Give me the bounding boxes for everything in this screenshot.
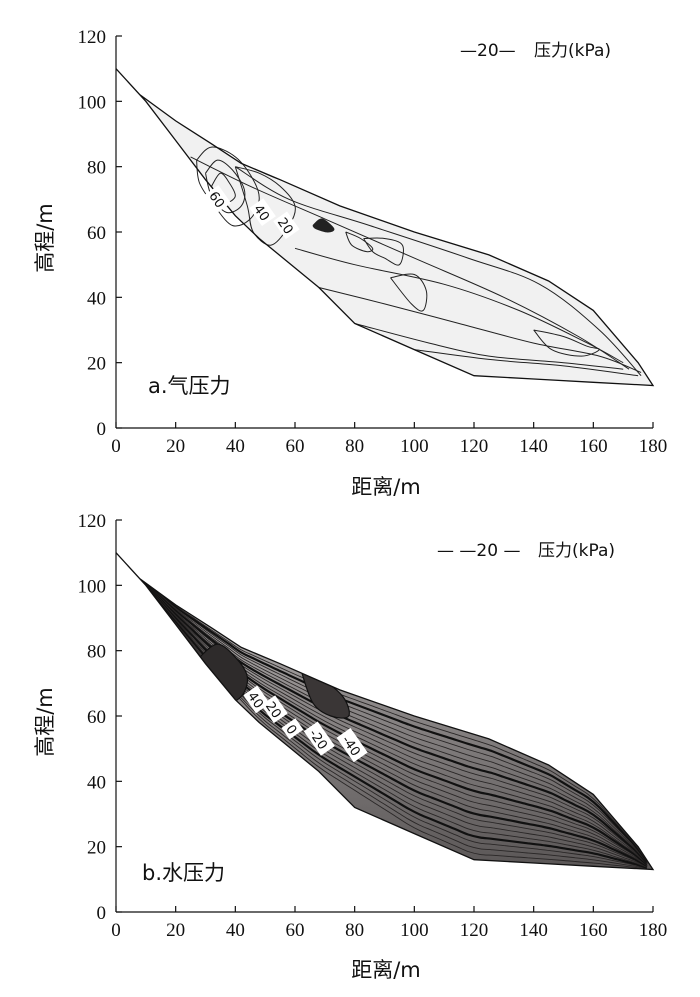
contour-label: 0 <box>281 718 304 740</box>
y-tick-label: 80 <box>87 158 106 179</box>
contour-label-bg <box>281 718 304 740</box>
contour-label-bg <box>204 185 232 213</box>
panel-a-y-axis-label: 高程/m <box>33 203 57 273</box>
y-tick-label: 60 <box>87 223 106 244</box>
contour-line <box>121 557 648 862</box>
contour-line <box>121 557 648 862</box>
x-tick-label: 160 <box>579 920 608 941</box>
panel-b-slope-outline <box>115 552 655 871</box>
layer-line <box>294 247 624 364</box>
panel-a-x-axis-label: 距离/m <box>351 475 421 499</box>
panel-b-slope-body <box>116 552 653 870</box>
y-tick-label: 40 <box>87 288 106 309</box>
contour-line <box>121 557 648 866</box>
contour-line <box>390 273 428 312</box>
x-tick-label: 60 <box>286 920 305 941</box>
x-tick-label: 0 <box>111 920 121 941</box>
contour-line <box>312 218 335 233</box>
x-tick-label: 20 <box>166 436 185 457</box>
x-tick-label: 80 <box>345 920 364 941</box>
contour-line <box>345 231 374 253</box>
x-tick-label: 100 <box>400 436 429 457</box>
y-tick-label: 60 <box>87 707 106 728</box>
contour-label: -20 <box>303 721 335 756</box>
x-tick-label: 180 <box>639 436 668 457</box>
contour-line <box>121 557 648 863</box>
y-tick-label: 120 <box>78 511 107 532</box>
contour-label-bg <box>303 721 335 756</box>
panel-a-label: a.气压力 <box>148 374 231 398</box>
contour-line <box>121 557 648 864</box>
y-tick-label: 40 <box>87 772 106 793</box>
panel-b-x-axis-label: 距离/m <box>351 958 421 982</box>
layer-line <box>354 323 624 370</box>
x-tick-label: 40 <box>226 920 245 941</box>
panel-a-legend-text: 压力(kPa) <box>534 41 611 61</box>
contour-line <box>363 237 404 266</box>
x-tick-label: 180 <box>639 920 668 941</box>
panel-b-legend-sample: — —20 — <box>437 541 520 561</box>
contour-line <box>121 558 648 865</box>
x-tick-label: 140 <box>519 436 548 457</box>
panel-b-legend-text: 压力(kPa) <box>538 541 615 561</box>
y-tick-label: 0 <box>97 419 107 440</box>
y-tick-label: 20 <box>87 838 106 859</box>
x-tick-label: 60 <box>286 436 305 457</box>
panel-b-water-pressure: 0 20 40 60 80 100 120 140 160 180020406080100120 … <box>33 511 667 982</box>
panel-a-axes: 0 20 40 60 80 100 120 140 160 180 0 20 40 60 80 100 120 <box>78 27 668 457</box>
y-tick-label: 100 <box>78 576 107 597</box>
panel-b-label: b.水压力 <box>142 861 225 885</box>
layer-line <box>414 349 639 377</box>
x-tick-label: 120 <box>460 920 489 941</box>
contour-label-bg <box>273 211 300 240</box>
contour-line <box>121 558 648 864</box>
contour-label-bg <box>336 727 368 763</box>
panel-b-axes: 0 20 40 60 80 100 120 140 160 180 0 20 40 60 80 100 120 <box>78 511 668 941</box>
y-tick-label: 20 <box>87 354 106 375</box>
panel-a-slope-body <box>116 68 653 386</box>
contour-label-bg <box>261 695 288 724</box>
contour-line <box>533 329 600 357</box>
contour-line <box>121 557 648 863</box>
x-tick-label: 120 <box>460 436 489 457</box>
y-tick-label: 100 <box>78 92 107 113</box>
x-tick-label: 160 <box>579 436 608 457</box>
contour-line <box>121 557 648 862</box>
y-tick-label: 0 <box>97 903 107 924</box>
panel-b-y-axis-label: 高程/m <box>33 687 57 757</box>
x-tick-label: 140 <box>519 920 548 941</box>
x-tick-label: 100 <box>400 920 429 941</box>
layer-line <box>190 156 630 370</box>
contour-line <box>121 557 648 864</box>
panel-a-legend-sample: —20— <box>460 41 516 61</box>
panel-a-slope-outline <box>115 68 655 387</box>
x-tick-label: 20 <box>166 920 185 941</box>
x-tick-label: 80 <box>345 436 364 457</box>
y-tick-label: 120 <box>78 27 107 48</box>
contour-label-bg <box>249 198 276 226</box>
y-tick-label: 80 <box>87 642 106 663</box>
panel-a-gas-pressure: 0 20 40 60 80 100 120 140 160 180020406080100120 … <box>33 27 667 499</box>
x-tick-label: 40 <box>226 436 245 457</box>
layer-line <box>318 287 642 373</box>
layer-line <box>235 166 642 377</box>
x-tick-label: 0 <box>111 436 121 457</box>
contour-line <box>121 558 648 866</box>
